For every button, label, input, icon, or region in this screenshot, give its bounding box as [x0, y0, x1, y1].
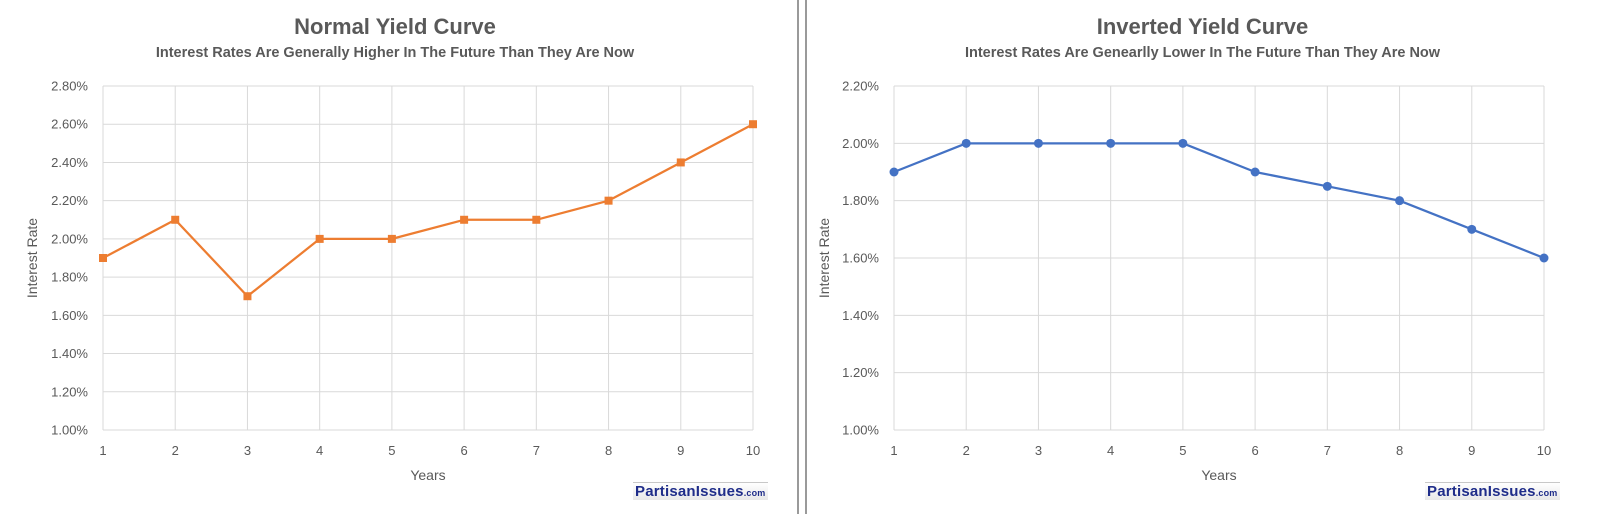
x-tick-label: 10 — [746, 443, 760, 458]
watermark-logo: PartisanIssues.com — [1425, 482, 1560, 500]
y-tick-label: 1.00% — [51, 423, 88, 438]
x-tick-label: 1 — [890, 443, 897, 458]
data-point — [1033, 138, 1043, 148]
data-point — [243, 292, 252, 301]
y-tick-label: 1.80% — [51, 270, 88, 285]
x-tick-label: 1 — [99, 443, 106, 458]
x-tick-label: 6 — [460, 443, 467, 458]
y-tick-label: 1.60% — [842, 251, 879, 266]
x-tick-label: 3 — [1035, 443, 1042, 458]
data-point — [1395, 196, 1405, 206]
data-point — [1106, 138, 1116, 148]
y-axis-title: Interest Rate — [816, 218, 832, 298]
x-tick-label: 2 — [963, 443, 970, 458]
x-axis-title: Years — [410, 467, 445, 483]
x-tick-label: 2 — [172, 443, 179, 458]
x-tick-label: 7 — [1324, 443, 1331, 458]
x-tick-label: 5 — [1179, 443, 1186, 458]
data-point — [171, 215, 180, 224]
x-tick-label: 8 — [1396, 443, 1403, 458]
x-tick-label: 7 — [533, 443, 540, 458]
data-point — [961, 138, 971, 148]
watermark-suffix: .com — [1535, 488, 1558, 498]
inverted-yield-chart: Inverted Yield Curve Interest Rates Are … — [805, 0, 1600, 514]
data-point — [604, 196, 613, 205]
chart-title: Inverted Yield Curve — [1096, 14, 1309, 39]
data-point — [889, 167, 899, 177]
normal-yield-chart: Normal Yield Curve Interest Rates Are Ge… — [0, 0, 790, 514]
y-tick-label: 2.40% — [51, 155, 88, 170]
x-tick-label: 9 — [1468, 443, 1475, 458]
y-tick-label: 2.20% — [842, 79, 879, 94]
panel-divider — [797, 0, 799, 514]
data-point — [676, 158, 685, 167]
y-tick-label: 2.80% — [51, 79, 88, 94]
data-point — [460, 215, 469, 224]
chart-subtitle: Interest Rates Are Generally Higher In T… — [155, 45, 635, 61]
data-point — [1322, 181, 1332, 191]
y-axis-title: Interest Rate — [24, 218, 40, 298]
x-axis-title: Years — [1201, 467, 1236, 483]
data-point — [749, 120, 757, 129]
inverted-yield-plot: 1.00% 1.20% 1.40% 1.60% 1.80% 2.00% 2.20% 1 2 3 4 5… — [816, 79, 1551, 484]
data-point — [532, 215, 541, 224]
x-tick-label: 8 — [605, 443, 612, 458]
series-line — [102, 123, 754, 298]
y-tick-label: 1.20% — [842, 365, 879, 380]
watermark-suffix: .com — [743, 488, 766, 498]
y-tick-label: 1.40% — [842, 308, 879, 323]
y-tick-label: 2.20% — [51, 193, 88, 208]
data-point — [1467, 224, 1477, 234]
y-tick-label: 2.00% — [51, 231, 88, 246]
x-tick-label: 5 — [388, 443, 395, 458]
x-tick-label: 4 — [316, 443, 323, 458]
chart-title: Normal Yield Curve — [294, 14, 496, 39]
series-line — [893, 142, 1545, 260]
x-tick-label: 9 — [677, 443, 684, 458]
x-tick-label: 3 — [244, 443, 251, 458]
watermark-text: PartisanIssues — [635, 483, 744, 500]
y-tick-label: 2.60% — [51, 117, 88, 132]
panel-divider — [805, 0, 807, 514]
chart-subtitle: Interest Rates Are Genearlly Lower In Th… — [964, 45, 1441, 61]
y-tick-label: 1.40% — [51, 346, 88, 361]
y-tick-label: 2.00% — [842, 136, 879, 151]
y-tick-label: 1.00% — [842, 423, 879, 438]
x-tick-label: 10 — [1537, 443, 1551, 458]
y-tick-label: 1.60% — [51, 308, 88, 323]
y-tick-label: 1.20% — [51, 384, 88, 399]
data-point — [1539, 253, 1549, 263]
y-tick-label: 1.80% — [842, 193, 879, 208]
data-point — [1250, 167, 1260, 177]
data-point — [1178, 138, 1188, 148]
normal-yield-plot: 1.00% 1.20% 1.40% 1.60% 1.80% 2.00% 2.20% 2.40%… — [24, 79, 760, 484]
x-tick-label: 4 — [1107, 443, 1114, 458]
watermark-logo: PartisanIssues.com — [633, 482, 768, 500]
watermark-text: PartisanIssues — [1427, 483, 1536, 500]
x-tick-label: 6 — [1251, 443, 1258, 458]
data-point — [387, 234, 396, 243]
data-point — [99, 254, 107, 262]
data-point — [315, 234, 324, 243]
